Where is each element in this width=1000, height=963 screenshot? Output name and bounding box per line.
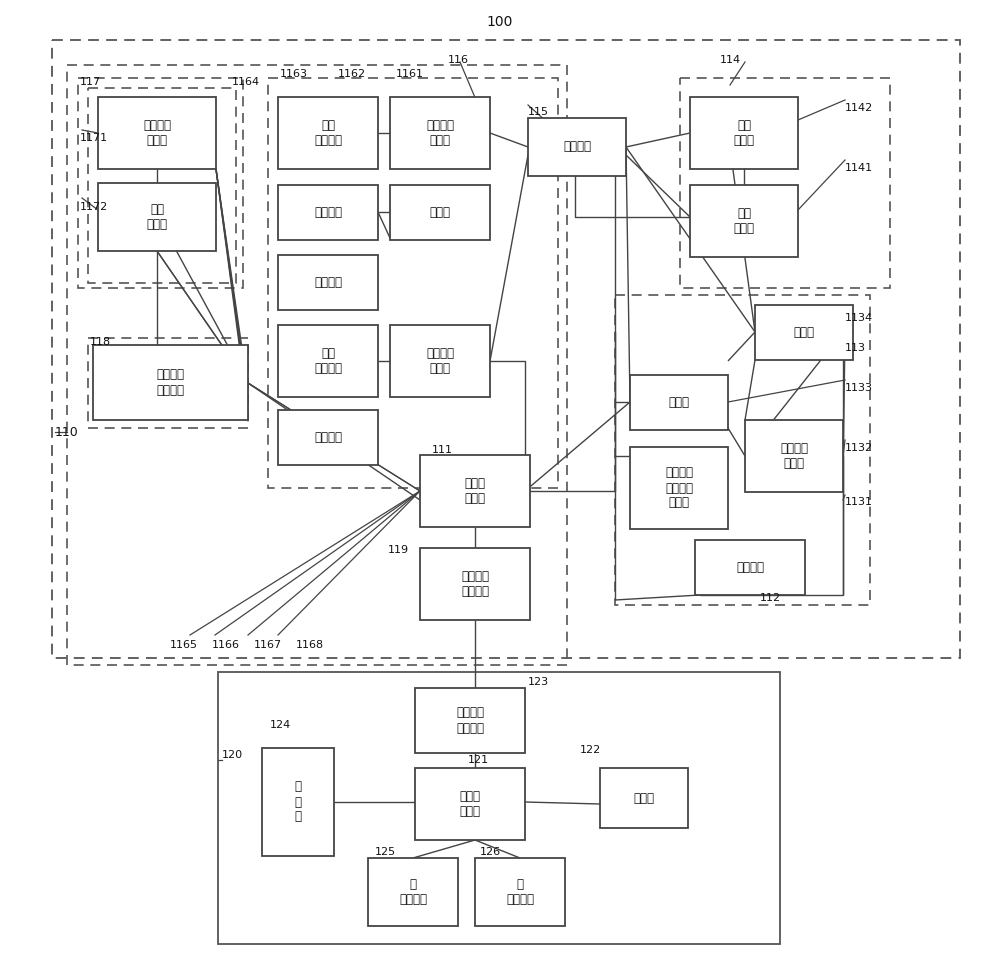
Text: 114: 114	[720, 55, 741, 65]
Text: 电磁阀组: 电磁阀组	[563, 141, 591, 153]
Text: 1133: 1133	[845, 383, 873, 393]
Text: 1165: 1165	[170, 640, 198, 650]
Text: 连接状态
监测单元: 连接状态 监测单元	[156, 369, 184, 397]
Text: 先导控制
电磁比例
减压阀: 先导控制 电磁比例 减压阀	[665, 466, 693, 509]
Text: 工作属具: 工作属具	[314, 431, 342, 444]
Bar	[368, 858, 458, 926]
Text: 第一无线
通信模块: 第一无线 通信模块	[456, 707, 484, 735]
Text: 减压阀: 减压阀	[794, 326, 814, 339]
Bar	[420, 548, 530, 620]
Text: 第一液控
单向阀: 第一液控 单向阀	[426, 119, 454, 147]
Bar	[78, 78, 243, 288]
Bar	[475, 858, 565, 926]
Bar	[278, 185, 378, 240]
Text: 124: 124	[270, 720, 291, 730]
Text: 液压锁: 液压锁	[430, 206, 450, 219]
Text: 116: 116	[448, 55, 469, 65]
Bar	[420, 455, 530, 527]
Bar	[745, 420, 843, 492]
Bar	[52, 40, 960, 658]
Bar	[278, 97, 378, 169]
Text: 110: 110	[55, 426, 79, 438]
Text: 1141: 1141	[845, 163, 873, 173]
Text: 1142: 1142	[845, 103, 873, 113]
Text: 角度
传感器: 角度 传感器	[146, 203, 168, 231]
Bar	[262, 748, 334, 856]
Text: 1168: 1168	[296, 640, 324, 650]
Bar	[218, 672, 780, 944]
Text: 主机油路: 主机油路	[736, 561, 764, 574]
Text: 压力
传感器: 压力 传感器	[734, 207, 755, 235]
Bar	[755, 305, 853, 360]
Text: 流量
传感器: 流量 传感器	[734, 119, 755, 147]
Text: 液控比例
换向阀: 液控比例 换向阀	[780, 442, 808, 470]
Text: 第二
锁紧油缸: 第二 锁紧油缸	[314, 347, 342, 375]
Bar	[680, 78, 890, 288]
Text: 119: 119	[388, 545, 409, 555]
Text: 现场端
控制器: 现场端 控制器	[464, 477, 486, 505]
Text: 直线油缸: 直线油缸	[314, 206, 342, 219]
Bar	[528, 118, 626, 176]
Text: 112: 112	[760, 593, 781, 603]
Bar	[415, 768, 525, 840]
Text: 100: 100	[487, 15, 513, 29]
Text: 1161: 1161	[396, 69, 424, 79]
Bar	[67, 65, 567, 665]
Bar	[600, 768, 688, 828]
Text: 117: 117	[80, 77, 101, 87]
Bar	[268, 78, 558, 488]
Text: 113: 113	[845, 343, 866, 353]
Text: 1167: 1167	[254, 640, 282, 650]
Text: 1163: 1163	[280, 69, 308, 79]
Text: 1166: 1166	[212, 640, 240, 650]
Bar	[278, 255, 378, 310]
Bar	[690, 97, 798, 169]
Text: 121: 121	[468, 755, 489, 765]
Text: 第二无线
通信模块: 第二无线 通信模块	[461, 570, 489, 598]
Text: 显
示
屏: 显 示 屏	[294, 780, 302, 823]
Text: 1134: 1134	[845, 313, 873, 323]
Text: 1162: 1162	[338, 69, 366, 79]
Text: 1131: 1131	[845, 497, 873, 507]
Text: 111: 111	[432, 445, 453, 455]
Bar	[98, 183, 216, 251]
Text: 1132: 1132	[845, 443, 873, 453]
Text: 126: 126	[480, 847, 501, 857]
Bar	[415, 688, 525, 753]
Bar	[88, 338, 248, 428]
Bar	[695, 540, 805, 595]
Text: 液压马达: 液压马达	[314, 276, 342, 289]
Text: 左
操作手柄: 左 操作手柄	[399, 878, 427, 906]
Bar	[630, 375, 728, 430]
Text: 单轴倾角
传感器: 单轴倾角 传感器	[143, 119, 171, 147]
Text: 1172: 1172	[80, 202, 108, 212]
Bar	[390, 185, 490, 240]
Text: 右
操作手柄: 右 操作手柄	[506, 878, 534, 906]
Text: 第一
锁紧油缸: 第一 锁紧油缸	[314, 119, 342, 147]
Text: 120: 120	[222, 750, 243, 760]
Text: 溢流阀: 溢流阀	[668, 396, 690, 409]
Bar	[98, 97, 216, 169]
Text: 远程端
控制器: 远程端 控制器	[460, 790, 480, 818]
Bar	[278, 325, 378, 397]
Text: 122: 122	[580, 745, 601, 755]
Bar	[615, 295, 870, 605]
Bar	[390, 97, 490, 169]
Text: 1171: 1171	[80, 133, 108, 143]
Bar	[630, 447, 728, 529]
Bar	[690, 185, 798, 257]
Text: 1164: 1164	[232, 77, 260, 87]
Bar	[278, 410, 378, 465]
Text: 报警器: 报警器	[634, 792, 654, 804]
Text: 第二液控
单向阀: 第二液控 单向阀	[426, 347, 454, 375]
Bar	[93, 345, 248, 420]
Text: 125: 125	[375, 847, 396, 857]
Bar	[390, 325, 490, 397]
Text: 115: 115	[528, 107, 549, 117]
Text: 123: 123	[528, 677, 549, 687]
Text: 118: 118	[90, 337, 111, 347]
Bar	[88, 88, 236, 283]
